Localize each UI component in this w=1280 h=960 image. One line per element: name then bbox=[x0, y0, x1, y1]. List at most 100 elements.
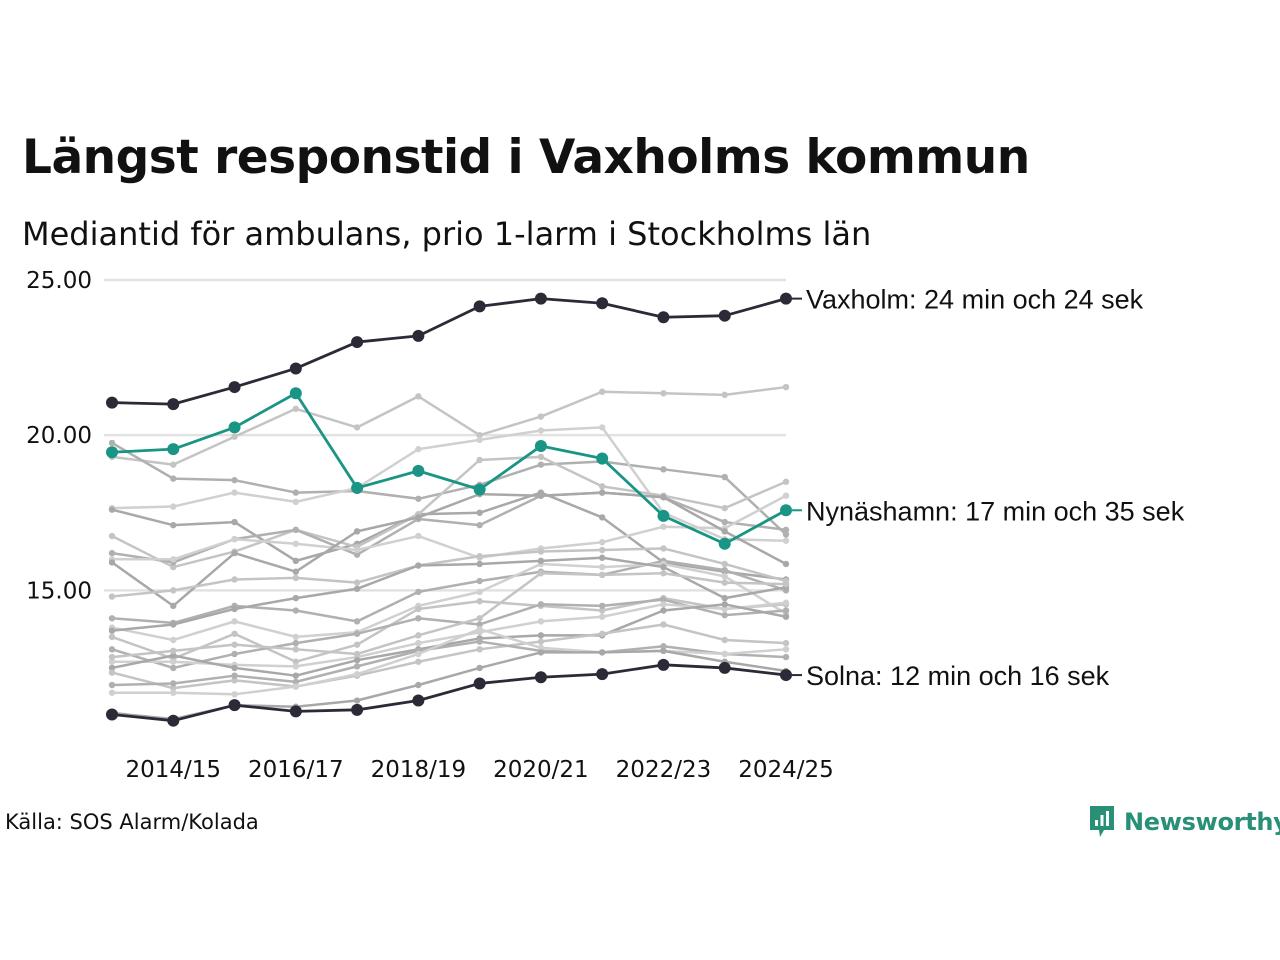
series-path bbox=[111, 547, 787, 598]
x-tick-label: 2016/17 bbox=[248, 757, 344, 783]
data-point bbox=[721, 504, 728, 512]
data-point bbox=[353, 663, 361, 670]
data-point bbox=[476, 509, 483, 516]
data-point bbox=[292, 498, 300, 506]
data-point bbox=[721, 579, 728, 586]
data-point bbox=[170, 556, 177, 563]
data-point bbox=[353, 618, 361, 625]
data-point bbox=[718, 309, 731, 322]
data-point bbox=[598, 613, 606, 620]
data-point bbox=[170, 563, 177, 571]
newsworthy-logo[interactable]: Newsworthy bbox=[1088, 804, 1280, 840]
data-point bbox=[415, 639, 422, 647]
data-point bbox=[534, 292, 547, 305]
data-point bbox=[108, 653, 116, 661]
data-point bbox=[537, 413, 545, 420]
data-point bbox=[721, 573, 728, 580]
data-point bbox=[598, 571, 606, 579]
data-point bbox=[415, 605, 422, 613]
data-point bbox=[598, 554, 606, 561]
data-point bbox=[598, 602, 606, 610]
data-point bbox=[415, 445, 422, 453]
data-point bbox=[415, 681, 422, 689]
series-path bbox=[111, 562, 787, 642]
data-point bbox=[415, 393, 422, 400]
data-point bbox=[782, 580, 790, 588]
data-point bbox=[353, 579, 361, 586]
x-tick-label: 2022/23 bbox=[616, 757, 712, 783]
data-point bbox=[476, 431, 483, 439]
data-point bbox=[718, 537, 731, 550]
data-point bbox=[228, 699, 241, 712]
data-point bbox=[721, 560, 728, 568]
data-point bbox=[108, 646, 116, 653]
data-point bbox=[782, 537, 790, 544]
series-path bbox=[111, 491, 787, 581]
data-point bbox=[108, 549, 116, 557]
data-point bbox=[289, 362, 302, 375]
data-point bbox=[721, 473, 728, 481]
data-point bbox=[782, 639, 790, 647]
series-path bbox=[111, 441, 787, 536]
y-tick-label: 15.00 bbox=[26, 578, 92, 604]
data-point bbox=[476, 588, 483, 596]
series-path bbox=[111, 556, 787, 632]
series-path bbox=[111, 649, 787, 721]
series-path bbox=[111, 663, 787, 723]
data-point bbox=[598, 539, 606, 546]
data-point bbox=[231, 672, 238, 679]
data-point bbox=[108, 559, 116, 566]
data-point bbox=[476, 615, 483, 622]
data-point bbox=[476, 577, 483, 585]
series-path bbox=[111, 491, 787, 608]
data-point bbox=[537, 570, 545, 577]
data-point bbox=[353, 551, 361, 558]
data-point bbox=[351, 336, 364, 349]
data-point bbox=[537, 461, 545, 468]
data-point bbox=[231, 549, 238, 557]
series-path bbox=[112, 601, 787, 668]
series-path bbox=[112, 494, 787, 561]
data-point bbox=[108, 593, 116, 600]
series-end-label: Solna: 12 min och 16 sek bbox=[806, 661, 1110, 691]
data-point bbox=[415, 532, 422, 540]
data-point bbox=[537, 427, 545, 434]
series-path bbox=[112, 627, 787, 696]
data-point bbox=[476, 646, 483, 653]
newsworthy-logo-text: Newsworthy bbox=[1124, 808, 1280, 836]
data-point bbox=[231, 576, 238, 583]
data-point bbox=[170, 475, 177, 482]
data-point bbox=[415, 632, 422, 639]
series-path bbox=[111, 598, 787, 670]
background-series-line bbox=[108, 601, 790, 679]
data-point bbox=[108, 615, 116, 622]
data-point bbox=[292, 683, 300, 690]
data-point bbox=[473, 483, 486, 496]
data-point bbox=[782, 478, 790, 485]
data-point bbox=[231, 691, 238, 698]
background-series bbox=[108, 383, 790, 723]
gridlines bbox=[104, 278, 786, 592]
x-tick-label: 2024/25 bbox=[738, 757, 834, 783]
data-point bbox=[537, 649, 545, 656]
background-series-line bbox=[108, 596, 790, 672]
data-point bbox=[660, 643, 667, 650]
series-path bbox=[111, 426, 787, 542]
data-point bbox=[231, 489, 238, 496]
data-point bbox=[108, 633, 116, 641]
data-point bbox=[292, 672, 300, 679]
data-point bbox=[660, 494, 667, 501]
data-point bbox=[721, 636, 728, 644]
data-point bbox=[353, 656, 361, 664]
chart-title: Längst responstid i Vaxholms kommun bbox=[22, 130, 1030, 185]
data-point bbox=[353, 641, 361, 648]
data-point bbox=[353, 670, 361, 678]
data-point bbox=[353, 650, 361, 658]
data-point bbox=[108, 689, 116, 696]
series-end-label: Vaxholm: 24 min och 24 sek bbox=[806, 285, 1144, 315]
data-point bbox=[598, 649, 606, 656]
data-point bbox=[167, 443, 180, 456]
data-point bbox=[351, 703, 364, 716]
data-point bbox=[415, 562, 422, 569]
data-point bbox=[106, 708, 118, 721]
